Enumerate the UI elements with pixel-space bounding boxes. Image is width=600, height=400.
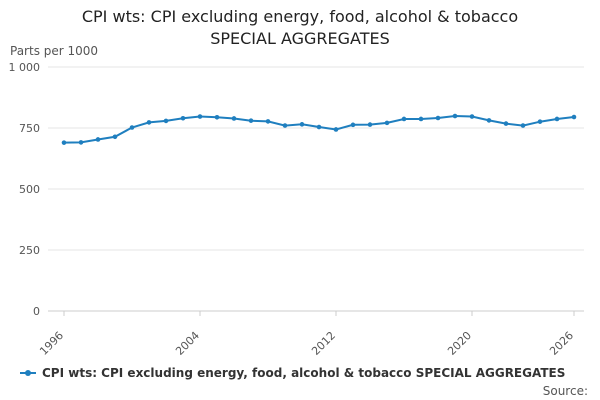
y-tick-label: 750 <box>19 122 40 135</box>
data-point <box>95 137 101 142</box>
data-point <box>112 134 118 140</box>
data-point <box>146 120 152 125</box>
data-point <box>129 125 135 130</box>
data-point <box>248 118 254 123</box>
y-tick-label: 1 000 <box>9 61 41 74</box>
data-point <box>503 121 509 126</box>
x-tick-labels: 1996 2004 2012 2020 2026 <box>37 329 576 358</box>
data-point <box>316 124 322 130</box>
y-axis-label: Parts per 1000 <box>10 44 99 58</box>
y-tick-label: 250 <box>19 244 40 257</box>
data-point <box>367 122 373 127</box>
data-point <box>435 115 441 121</box>
data-point <box>214 114 220 120</box>
grid-lines <box>48 66 584 251</box>
data-point <box>452 113 458 119</box>
data-point <box>61 140 67 145</box>
data-point <box>384 120 390 126</box>
data-point <box>520 123 526 128</box>
legend-label: CPI wts: CPI excluding energy, food, alc… <box>42 366 566 380</box>
data-point <box>418 116 424 122</box>
data-point <box>350 122 356 128</box>
y-tick-label: 0 <box>33 305 40 318</box>
data-point <box>163 118 169 124</box>
data-point <box>537 119 543 124</box>
data-point <box>401 116 407 122</box>
series-group <box>61 113 577 145</box>
y-tick-label: 500 <box>19 183 40 196</box>
x-tick-label: 2026 <box>547 329 576 358</box>
chart-title: CPI wts: CPI excluding energy, food, alc… <box>0 6 600 50</box>
x-tick-label: 2012 <box>309 329 338 358</box>
data-point <box>282 123 288 128</box>
data-point <box>265 119 271 124</box>
data-point <box>299 122 305 127</box>
data-point <box>197 114 203 119</box>
data-point <box>78 140 84 145</box>
data-point <box>571 114 577 120</box>
data-point <box>469 114 475 119</box>
chart-title-line-1: CPI wts: CPI excluding energy, food, alc… <box>81 7 519 26</box>
legend[interactable]: CPI wts: CPI excluding energy, food, alc… <box>20 366 565 380</box>
data-point <box>231 116 237 121</box>
data-point <box>486 118 492 123</box>
x-tick-label: 2004 <box>173 329 202 358</box>
chart-title-line-2: SPECIAL AGGREGATES <box>210 29 390 48</box>
x-axis <box>48 310 584 316</box>
x-tick-label: 2020 <box>445 329 474 358</box>
data-point <box>180 115 186 121</box>
data-point <box>554 116 560 122</box>
data-point <box>333 127 339 132</box>
y-tick-labels: 0 250 500 750 1 000 <box>9 61 41 318</box>
x-tick-label: 1996 <box>37 329 66 358</box>
legend-line-marker-icon <box>20 370 36 376</box>
source-label[interactable]: Source: <box>542 384 588 398</box>
